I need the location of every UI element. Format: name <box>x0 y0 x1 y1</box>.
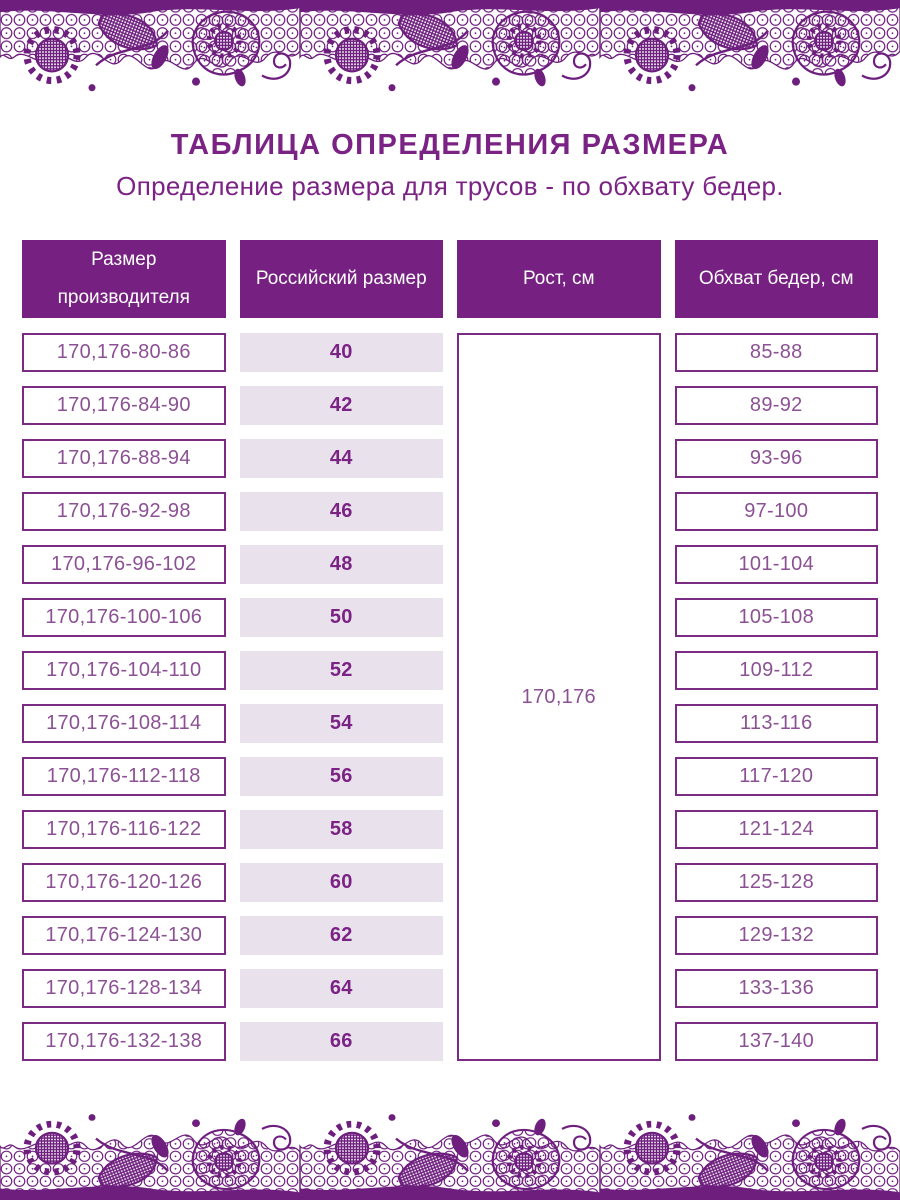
height-cell: 170,176 <box>457 333 661 1061</box>
russian-size-cell: 54 <box>239 704 443 743</box>
hip-girth-cell: 117-120 <box>674 757 878 796</box>
manufacturer-size-cell: 170,176-96-102 <box>22 545 226 584</box>
russian-size-cell: 42 <box>239 386 443 425</box>
hip-girth-cell: 85-88 <box>674 333 878 372</box>
russian-size-cell: 60 <box>239 863 443 902</box>
hip-girth-cell: 121-124 <box>674 810 878 849</box>
manufacturer-size-cell: 170,176-84-90 <box>22 386 226 425</box>
table-header-row: Размер производителя Российский размер Р… <box>22 240 878 318</box>
hip-girth-cell: 101-104 <box>674 545 878 584</box>
manufacturer-size-cell: 170,176-88-94 <box>22 439 226 478</box>
hip-girth-cell: 97-100 <box>674 492 878 531</box>
header-height: Рост, см <box>457 240 661 318</box>
russian-size-cell: 58 <box>239 810 443 849</box>
russian-size-cell: 50 <box>239 598 443 637</box>
hip-girth-cell: 125-128 <box>674 863 878 902</box>
manufacturer-size-cell: 170,176-120-126 <box>22 863 226 902</box>
hip-girth-cell: 133-136 <box>674 969 878 1008</box>
manufacturer-size-cell: 170,176-108-114 <box>22 704 226 743</box>
table-body: 170,176-80-86 170,176-84-90 170,176-88-94 1… <box>22 333 878 1061</box>
page-title: ТАБЛИЦА ОПРЕДЕЛЕНИЯ РАЗМЕРА <box>170 129 730 161</box>
manufacturer-size-cell: 170,176-128-134 <box>22 969 226 1008</box>
manufacturer-size-cell: 170,176-104-110 <box>22 651 226 690</box>
hip-girth-cell: 137-140 <box>674 1022 878 1061</box>
manufacturer-size-cell: 170,176-116-122 <box>22 810 226 849</box>
page-subtitle: Определение размера для трусов - по обхв… <box>116 171 784 201</box>
height-column: 170,176 <box>457 333 661 1061</box>
size-table: Размер производителя Российский размер Р… <box>22 240 878 1061</box>
hip-girth-cell: 129-132 <box>674 916 878 955</box>
header-manufacturer-size: Размер производителя <box>22 240 226 318</box>
hip-cells: 85-88 89-92 93-96 97-100 101-104 105-108 109-1… <box>674 333 878 1061</box>
header-hip-girth: Обхват бедер, см <box>674 240 878 318</box>
russian-cells: 40 42 44 46 48 50 52 54 56 58 60 62 64 66 <box>239 333 443 1061</box>
hip-girth-cell: 105-108 <box>674 598 878 637</box>
russian-size-cell: 48 <box>239 545 443 584</box>
russian-size-cell: 46 <box>239 492 443 531</box>
russian-size-cell: 66 <box>239 1022 443 1061</box>
header-russian-size: Российский размер <box>239 240 443 318</box>
hip-girth-cell: 113-116 <box>674 704 878 743</box>
hip-girth-cell: 109-112 <box>674 651 878 690</box>
russian-size-cell: 40 <box>239 333 443 372</box>
lace-border-bottom-icon <box>0 1104 900 1200</box>
manufacturer-size-cell: 170,176-132-138 <box>22 1022 226 1061</box>
manufacturer-size-cell: 170,176-124-130 <box>22 916 226 955</box>
russian-size-cell: 44 <box>239 439 443 478</box>
manufacturer-size-cell: 170,176-100-106 <box>22 598 226 637</box>
manufacturer-size-cell: 170,176-92-98 <box>22 492 226 531</box>
hip-girth-cell: 93-96 <box>674 439 878 478</box>
russian-size-cell: 52 <box>239 651 443 690</box>
manufacturer-size-cell: 170,176-80-86 <box>22 333 226 372</box>
manufacturer-size-cell: 170,176-112-118 <box>22 757 226 796</box>
manufacturer-cells: 170,176-80-86 170,176-84-90 170,176-88-94 1… <box>22 333 226 1061</box>
russian-size-cell: 62 <box>239 916 443 955</box>
lace-border-top-icon <box>0 0 900 102</box>
hip-girth-cell: 89-92 <box>674 386 878 425</box>
russian-size-cell: 64 <box>239 969 443 1008</box>
russian-size-cell: 56 <box>239 757 443 796</box>
